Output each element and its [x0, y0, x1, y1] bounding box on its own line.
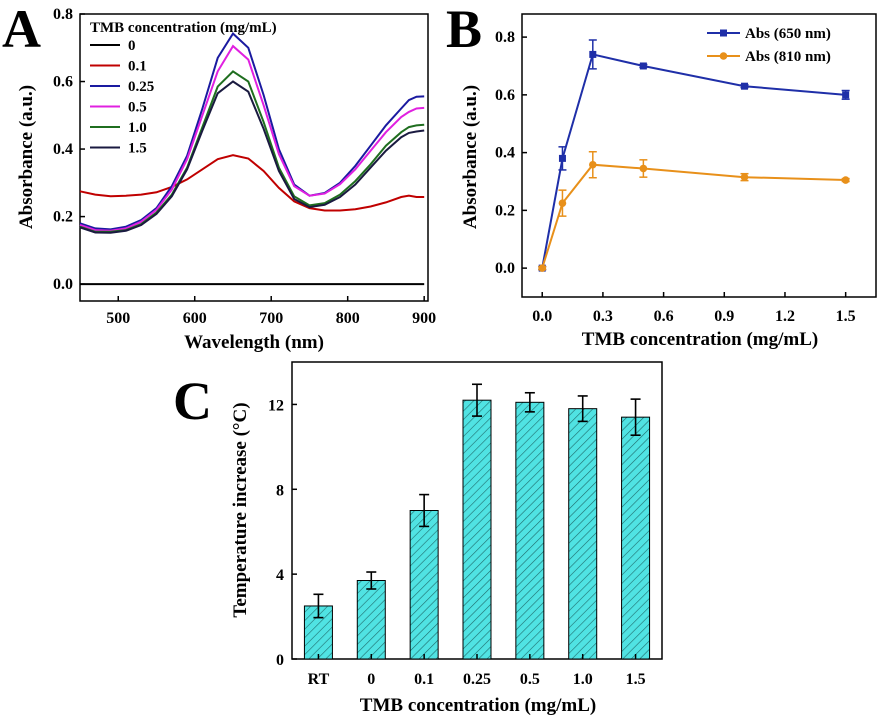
chart-b-frame [521, 13, 877, 298]
chart-b-series-line [541, 163, 846, 269]
chart-c-bar [409, 510, 439, 660]
chart-b-legend-marker [720, 29, 727, 37]
chart-c-xtick-label: 0 [367, 671, 375, 688]
chart-a-ytick-label: 0.6 [53, 74, 73, 91]
chart-c-xtick-label: 0.1 [414, 671, 434, 688]
chart-b-series-group [538, 39, 850, 272]
chart-a-ylabel: Absorbance (a.u.) [16, 85, 37, 229]
chart-c-bar [515, 401, 545, 660]
chart-b-point [558, 154, 566, 162]
chart-b-legend: Abs (650 nm) Abs (810 nm) [707, 26, 831, 65]
chart-b-point [842, 91, 850, 99]
chart-a-legend-label: 0 [128, 38, 136, 54]
chart-c-ticks: RT 0 0.1 0.25 0.5 1.0 1.5 0 4 8 12 [268, 397, 646, 688]
chart-a-ytick-label: 0.8 [53, 6, 73, 23]
chart-b-ytick-label: 0.0 [495, 260, 515, 277]
chart-b-point [841, 176, 850, 184]
chart-b-xtick-label: 1.2 [775, 308, 795, 325]
chart-a-ytick-label: 0.4 [53, 141, 73, 158]
chart-c-bar [462, 399, 492, 660]
chart-a-xtick-label: 500 [106, 310, 130, 327]
chart-a-legend-title: TMB concentration (mg/mL) [90, 20, 277, 36]
chart-a-xtick-label: 700 [259, 310, 283, 327]
chart-c-xtick-label: 0.25 [463, 671, 491, 688]
chart-b-point [639, 164, 648, 173]
chart-b-legend-label: Abs (650 nm) [745, 26, 831, 42]
chart-b-point [589, 50, 597, 58]
chart-c-ytick-label: 8 [276, 482, 284, 499]
chart-c-bar [621, 416, 651, 660]
chart-c-ylabel: Temperature increase (°C) [230, 402, 251, 617]
chart-a-series-line [79, 154, 425, 212]
chart-c-xtick-label: 0.5 [520, 671, 540, 688]
chart-b-xtick-label: 1.5 [836, 308, 856, 325]
chart-b-xtick-label: 0.0 [532, 308, 552, 325]
chart-b-ylabel: Absorbance (a.u.) [460, 85, 481, 229]
chart-b-point [740, 173, 749, 181]
chart-a-ytick-label: 0.2 [53, 209, 73, 226]
chart-a-legend-label: 0.25 [128, 79, 154, 95]
chart-a-series-line [79, 80, 425, 234]
chart-c-xlabel: TMB concentration (mg/mL) [360, 695, 596, 716]
chart-b-point [639, 62, 647, 70]
chart-a-legend-label: 1.5 [128, 141, 147, 157]
chart-a-xtick-label: 900 [412, 310, 436, 327]
chart-b-point [558, 199, 567, 207]
chart-b-series-line [541, 53, 846, 269]
chart-b-xtick-label: 0.6 [654, 308, 674, 325]
chart-a-legend-label: 0.1 [128, 59, 147, 75]
chart-b-ytick-label: 0.4 [495, 145, 515, 162]
chart-b-ytick-label: 0.8 [495, 29, 515, 46]
chart-c-xtick-label: RT [308, 671, 330, 688]
chart-a-ytick-label: 0.0 [53, 276, 73, 293]
chart-c-bar [356, 580, 386, 660]
chart-c-xtick-label: 1.0 [573, 671, 593, 688]
chart-c-ytick-label: 4 [276, 567, 284, 584]
chart-b-legend-marker [719, 52, 728, 60]
chart-c-bars [303, 383, 651, 660]
chart-a-xlabel: Wavelength (nm) [184, 332, 324, 353]
chart-a-xtick-label: 600 [183, 310, 207, 327]
chart-a-legend-label: 1.0 [128, 120, 147, 136]
chart-b-ytick-label: 0.2 [495, 202, 515, 219]
chart-b-xtick-label: 0.3 [593, 308, 613, 325]
chart-b-xtick-label: 0.9 [714, 308, 734, 325]
chart-b-point [538, 264, 547, 272]
chart-c-ytick-label: 0 [276, 652, 284, 669]
chart-a-series-group [79, 32, 425, 286]
chart-b-point [741, 82, 749, 90]
chart-a-ticks: 500 600 700 800 900 0.0 0.2 0.4 0.6 0.8 [53, 6, 436, 327]
chart-b-ytick-label: 0.6 [495, 87, 515, 104]
chart-a-legend: 0 0.1 0.25 0.5 1.0 1.5 [90, 38, 154, 157]
chart-b-xlabel: TMB concentration (mg/mL) [582, 329, 818, 350]
chart-c-ytick-label: 12 [268, 397, 284, 414]
chart-c: RT 0 0.1 0.25 0.5 1.0 1.5 0 4 8 12 TMB concentrati… [230, 361, 663, 716]
chart-a-xtick-label: 800 [336, 310, 360, 327]
panel-label-c: C [173, 371, 212, 431]
panel-label-b: B [446, 0, 482, 59]
chart-b: 0.0 0.3 0.6 0.9 1.2 1.5 0.0 0.2 0.4 0.6 0.8 TMB co… [460, 13, 877, 350]
chart-a: 500 600 700 800 900 0.0 0.2 0.4 0.6 0.8 Wavelengt… [16, 6, 436, 353]
chart-a-frame [79, 13, 429, 302]
chart-c-xtick-label: 1.5 [626, 671, 646, 688]
chart-b-legend-label: Abs (810 nm) [745, 49, 831, 65]
chart-b-ticks: 0.0 0.3 0.6 0.9 1.2 1.5 0.0 0.2 0.4 0.6 0.8 [495, 29, 856, 325]
chart-a-series-line [79, 32, 425, 231]
panel-label-a: A [2, 0, 41, 59]
chart-a-series-line [79, 44, 425, 232]
chart-c-bar [568, 408, 598, 660]
chart-b-point [589, 160, 597, 169]
chart-a-legend-label: 0.5 [128, 100, 147, 116]
